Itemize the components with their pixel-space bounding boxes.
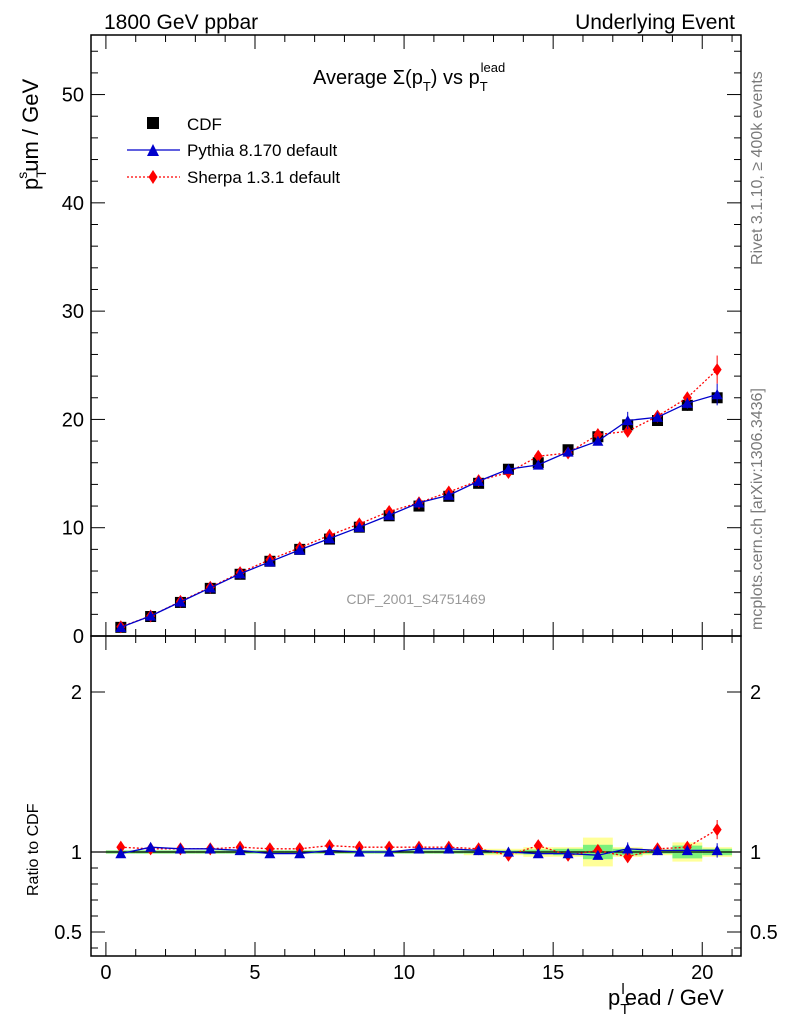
analysis-watermark: CDF_2001_S4751469 [346, 591, 486, 607]
pythia-ratio-point [353, 846, 365, 857]
pythia-point [502, 463, 514, 474]
pythia-point [443, 489, 455, 500]
pythia-point [324, 533, 336, 544]
pythia-point [204, 582, 216, 593]
pythia-point [622, 415, 634, 426]
ratio-y-tick-label-right: 0.5 [750, 922, 778, 944]
pythia-ratio-point [622, 843, 634, 854]
legend-cdf-label: CDF [187, 115, 222, 134]
sherpa-ratio-point [533, 839, 543, 853]
sherpa-point [533, 449, 543, 463]
pythia-point [234, 568, 246, 579]
pythia-ratio-point [294, 848, 306, 859]
ratio-y-axis-label: Ratio to CDF [25, 803, 42, 896]
pythia-ratio-point [652, 844, 664, 856]
ratio-y-tick-label-right: 2 [750, 682, 761, 704]
legend: CDF Pythia 8.170 default Sherpa 1.3.1 de… [127, 115, 340, 187]
pythia-ratio-point [711, 844, 723, 856]
pythia-point [383, 509, 395, 520]
pythia-point [115, 621, 127, 633]
mcplots-label: mcplots.cern.ch [arXiv:1306.3436] [749, 388, 766, 630]
y-tick-label: 40 [62, 193, 84, 215]
pythia-ratio-point [532, 848, 544, 859]
header-right: Underlying Event [575, 11, 735, 34]
x-tick-label: 0 [100, 962, 111, 984]
pythia-ratio-point [174, 843, 186, 854]
pythia-point [174, 596, 186, 607]
pythia-ratio-point [383, 846, 395, 857]
rivet-label: Rivet 3.1.10, ≥ 400k events [749, 71, 766, 265]
pythia-point [353, 521, 365, 532]
x-axis-label: pTlead / GeV [608, 981, 724, 1018]
sherpa-ratio-point [116, 840, 126, 854]
pythia-point [711, 389, 723, 400]
main-data-layer [115, 355, 723, 634]
chart-title: Average Σ(pT) vs pTlead [313, 60, 505, 94]
pythia-ratio-point [115, 848, 127, 859]
y-tick-label: 10 [62, 518, 84, 540]
x-tick-label: 15 [542, 962, 564, 984]
pythia-point [264, 556, 276, 567]
pythia-ratio-point [681, 844, 693, 856]
sherpa-point [712, 363, 722, 377]
y-tick-label: 0 [73, 626, 84, 648]
main-axes: 0 10 20 30 40 50 [62, 35, 741, 648]
pythia-point [681, 397, 693, 408]
sherpa-point [593, 428, 603, 442]
pythia-ratio-point [502, 846, 514, 857]
pythia-ratio-point [562, 848, 574, 859]
pythia-ratio-point [204, 843, 216, 854]
pythia-point [562, 446, 574, 457]
y-axis-label: pTsum / GeV [14, 79, 49, 190]
legend-cdf-marker [147, 117, 159, 129]
y-tick-label: 50 [62, 85, 84, 107]
x-tick-label: 20 [691, 962, 713, 984]
header-left: 1800 GeV ppbar [104, 11, 258, 34]
ratio-data-layer [115, 820, 723, 864]
legend-pythia-marker [147, 144, 159, 156]
pythia-ratio-point [473, 844, 485, 856]
sherpa-ratio-line [120, 829, 718, 858]
pythia-point [294, 544, 306, 555]
ratio-y-tick-label: 2 [71, 682, 82, 704]
pythia-point [652, 411, 664, 422]
legend-pythia-label: Pythia 8.170 default [187, 141, 338, 160]
x-tick-label: 10 [393, 962, 415, 984]
y-tick-label: 20 [62, 409, 84, 431]
legend-sherpa-marker [148, 170, 158, 184]
pythia-point [145, 610, 157, 621]
pythia-ratio-point [413, 843, 425, 854]
sherpa-line [120, 369, 718, 628]
ratio-y-tick-label: 1 [71, 842, 82, 864]
pythia-point [592, 435, 604, 446]
pythia-ratio-point [264, 848, 276, 859]
pythia-point [532, 459, 544, 470]
y-tick-label: 30 [62, 301, 84, 323]
sherpa-ratio-point [623, 850, 633, 864]
sherpa-ratio-point [712, 823, 722, 837]
ratio-frame [90, 635, 742, 957]
ratio-axes: 0 5 10 15 20 0.5 0.5 1 1 2 2 [54, 636, 778, 984]
pythia-ratio-point [592, 849, 604, 860]
legend-sherpa-label: Sherpa 1.3.1 default [187, 168, 340, 187]
x-tick-label: 5 [249, 962, 260, 984]
pythia-point [473, 475, 485, 486]
pythia-ratio-point [324, 844, 336, 856]
pythia-point [413, 497, 425, 508]
pythia-ratio-point [145, 841, 157, 852]
sherpa-point [623, 424, 633, 438]
pythia-ratio-point [234, 844, 246, 856]
ratio-y-tick-label-right: 1 [750, 842, 761, 864]
pythia-ratio-point [443, 843, 455, 854]
ratio-y-tick-label: 0.5 [54, 922, 82, 944]
